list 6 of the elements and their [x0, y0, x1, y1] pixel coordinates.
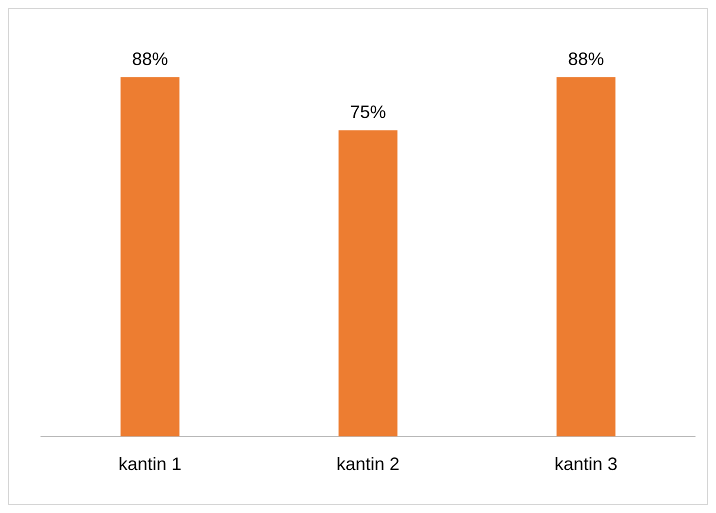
- data-label: 88%: [568, 49, 604, 70]
- data-label: 88%: [132, 49, 168, 70]
- x-tick-label: kantin 2: [336, 454, 400, 474]
- x-tick-label: kantin 1: [118, 454, 182, 474]
- data-label: 75%: [350, 102, 386, 122]
- x-tick-label: kantin 3: [554, 454, 618, 474]
